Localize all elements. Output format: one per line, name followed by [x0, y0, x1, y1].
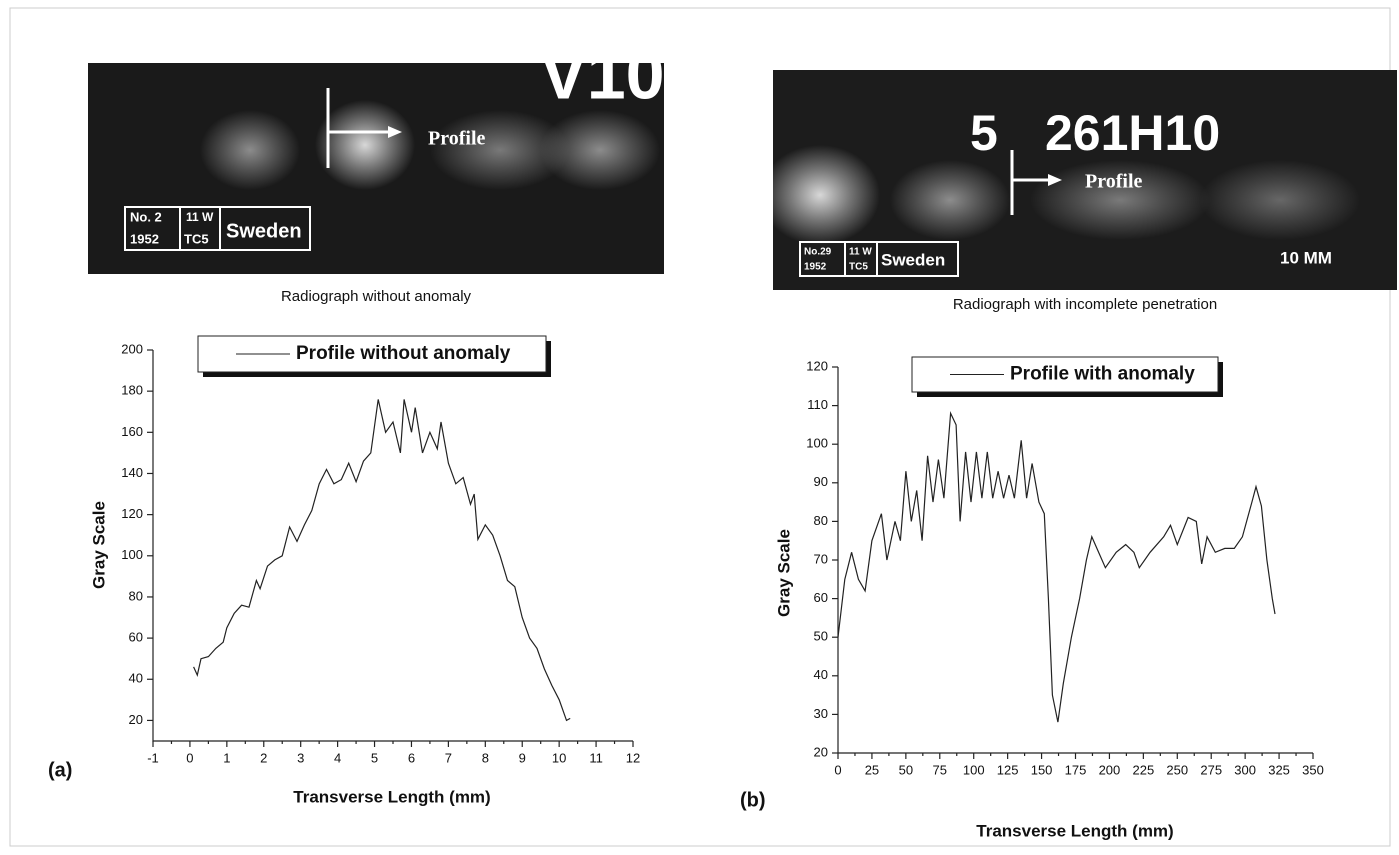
image-label: 261H10 — [1045, 105, 1220, 161]
y-axis-title: Gray Scale — [774, 529, 793, 617]
image-label: TC5 — [184, 231, 209, 246]
y-tick-label: 180 — [121, 383, 143, 398]
x-tick-label: 7 — [445, 750, 452, 765]
image-label: No. 2 — [130, 209, 162, 224]
data-line — [194, 399, 571, 720]
y-tick-label: 140 — [121, 465, 143, 480]
y-tick-label: 200 — [121, 341, 143, 356]
legend-label: Profile with anomaly — [1010, 364, 1195, 385]
y-tick-label: 160 — [121, 424, 143, 439]
x-tick-label: 0 — [186, 750, 193, 765]
x-axis-title: Transverse Length (mm) — [976, 821, 1173, 840]
x-tick-label: 200 — [1099, 762, 1121, 777]
x-tick-label: 150 — [1031, 762, 1053, 777]
y-tick-label: 30 — [814, 706, 828, 721]
data-line — [838, 413, 1275, 722]
x-tick-label: 175 — [1065, 762, 1087, 777]
x-tick-label: 5 — [371, 750, 378, 765]
x-tick-label: 9 — [519, 750, 526, 765]
y-tick-label: 120 — [121, 506, 143, 521]
x-tick-label: 1 — [223, 750, 230, 765]
image-label: 11 W — [186, 210, 214, 224]
x-tick-label: 3 — [297, 750, 304, 765]
y-tick-label: 90 — [814, 474, 828, 489]
x-tick-label: 275 — [1200, 762, 1222, 777]
image-label: 10 MM — [1280, 248, 1332, 267]
image-label: No.29 — [804, 247, 832, 258]
y-tick-label: 80 — [814, 513, 828, 528]
axes — [838, 367, 1313, 753]
x-tick-label: 300 — [1234, 762, 1256, 777]
x-tick-label: 2 — [260, 750, 267, 765]
image-label: 11 W — [849, 247, 872, 258]
x-tick-label: 75 — [933, 762, 947, 777]
image-caption: Radiograph without anomaly — [281, 288, 472, 305]
image-label: Sweden — [881, 250, 945, 269]
x-tick-label: 325 — [1268, 762, 1290, 777]
x-tick-label: 125 — [997, 762, 1019, 777]
x-tick-label: 350 — [1302, 762, 1324, 777]
x-tick-label: 6 — [408, 750, 415, 765]
image-label: Sweden — [226, 220, 302, 242]
x-tick-label: 100 — [963, 762, 985, 777]
x-tick-label: 12 — [626, 750, 640, 765]
panel-label: (b) — [740, 789, 766, 811]
x-tick-label: 11 — [589, 750, 603, 765]
y-tick-label: 80 — [129, 588, 143, 603]
y-tick-label: 120 — [806, 358, 828, 373]
image-label: V10 — [540, 35, 665, 113]
y-tick-label: 70 — [814, 551, 828, 566]
y-axis-title: Gray Scale — [89, 501, 108, 589]
page: V10ProfileNo. 211 W1952TC5SwedenRadiogra… — [0, 0, 1399, 855]
x-tick-label: 225 — [1133, 762, 1155, 777]
x-axis-title: Transverse Length (mm) — [293, 787, 490, 806]
x-tick-label: -1 — [147, 750, 159, 765]
y-tick-label: 100 — [806, 436, 828, 451]
image-label: 5 — [970, 105, 998, 161]
x-tick-label: 4 — [334, 750, 341, 765]
y-tick-label: 100 — [121, 547, 143, 562]
panel-label: (a) — [48, 759, 72, 781]
y-tick-label: 60 — [814, 590, 828, 605]
image-label: Profile — [428, 128, 486, 150]
legend-label: Profile without anomaly — [296, 343, 511, 364]
image-label: 1952 — [130, 231, 159, 246]
axes — [153, 350, 633, 741]
x-tick-label: 50 — [899, 762, 913, 777]
y-tick-label: 20 — [814, 744, 828, 759]
y-tick-label: 40 — [814, 667, 828, 682]
x-tick-label: 25 — [865, 762, 879, 777]
x-tick-label: 8 — [482, 750, 489, 765]
x-tick-label: 10 — [552, 750, 566, 765]
figure: V10ProfileNo. 211 W1952TC5SwedenRadiogra… — [0, 0, 1399, 855]
y-tick-label: 60 — [129, 630, 143, 645]
x-tick-label: 0 — [834, 762, 841, 777]
image-label: Profile — [1085, 171, 1143, 193]
y-tick-label: 110 — [807, 397, 828, 412]
image-label: TC5 — [849, 262, 868, 273]
image-label: 1952 — [804, 262, 827, 273]
y-tick-label: 40 — [129, 671, 143, 686]
x-tick-label: 250 — [1166, 762, 1188, 777]
y-tick-label: 20 — [129, 712, 143, 727]
y-tick-label: 50 — [814, 629, 828, 644]
image-caption: Radiograph with incomplete penetration — [953, 296, 1217, 313]
